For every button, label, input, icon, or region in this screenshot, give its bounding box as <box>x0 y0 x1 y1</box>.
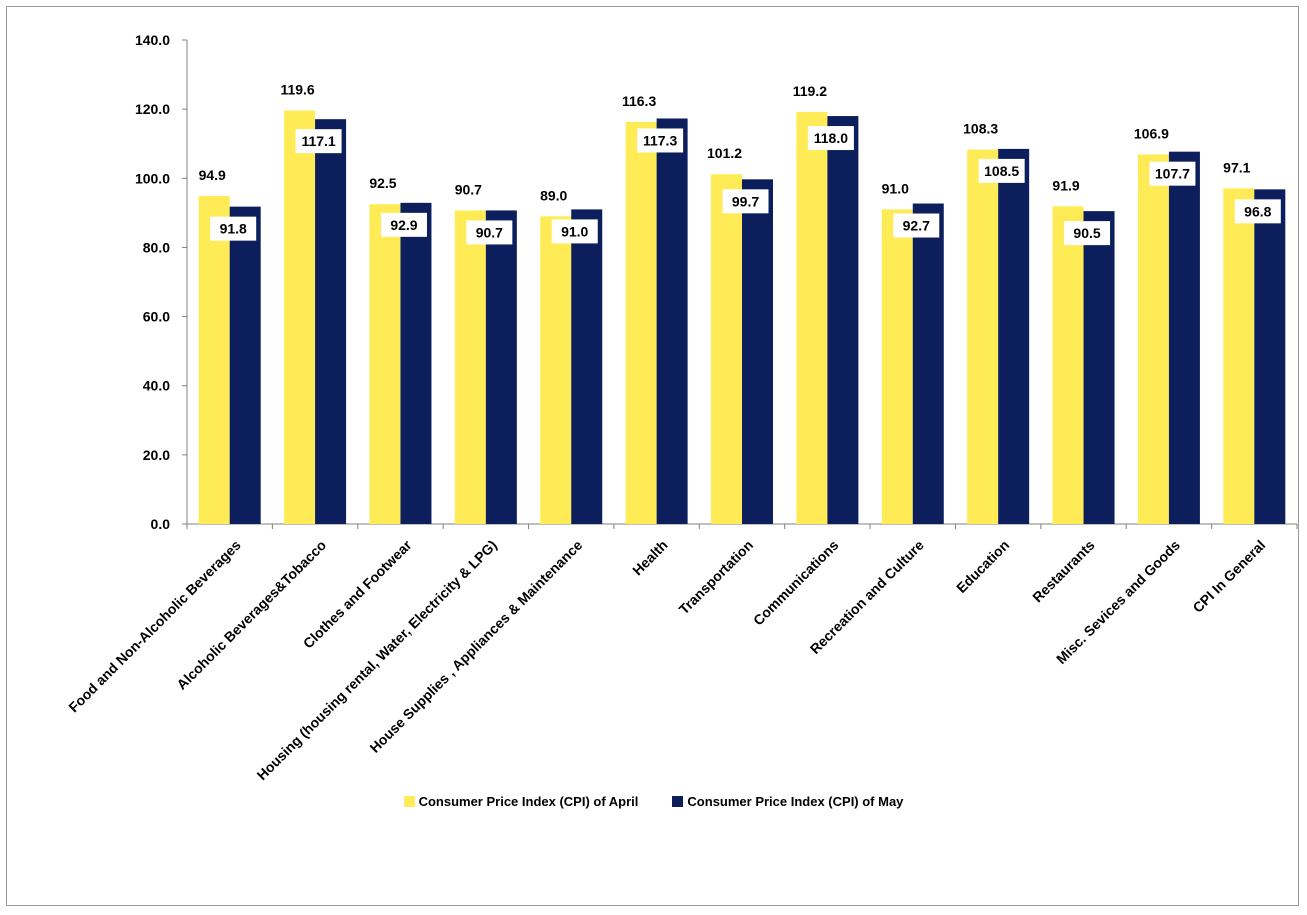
y-tick-label: 40.0 <box>143 378 170 394</box>
y-tick-label: 120.0 <box>135 101 170 117</box>
x-category-label: Transportation <box>676 537 757 618</box>
bar-may <box>485 210 517 525</box>
x-category-label: CPI In General <box>1189 537 1268 616</box>
bar-april <box>1052 206 1084 524</box>
data-label-may: 107.7 <box>1155 166 1190 182</box>
x-category-label: Communications <box>750 537 842 629</box>
bar-may <box>571 209 603 524</box>
data-label-box-may <box>380 212 427 237</box>
data-label-april: 94.9 <box>199 167 226 183</box>
data-label-april: 97.1 <box>1223 159 1250 175</box>
data-label-box-may <box>295 129 342 154</box>
data-label-may: 92.9 <box>390 217 417 233</box>
data-label-april: 106.9 <box>1134 125 1169 141</box>
data-label-may: 96.8 <box>1244 203 1271 219</box>
data-label-box-may <box>1149 161 1196 186</box>
data-label-may: 118.0 <box>814 130 848 146</box>
data-label-box-may <box>807 126 854 151</box>
data-label-may: 108.5 <box>984 163 1019 179</box>
x-category-label: Health <box>629 537 671 579</box>
bar-may <box>400 202 432 524</box>
bar-april <box>1223 188 1255 524</box>
bar-april <box>1137 154 1169 524</box>
data-label-april: 92.5 <box>369 175 396 191</box>
bar-may <box>1254 189 1286 524</box>
data-label-april: 90.7 <box>455 181 482 197</box>
x-category-label: Education <box>953 537 1012 596</box>
y-tick-label: 60.0 <box>143 309 170 325</box>
data-label-box-may <box>893 213 940 238</box>
bar-april <box>881 209 913 524</box>
legend: Consumer Price Index (CPI) of April Cons… <box>0 794 1307 809</box>
bar-april <box>369 204 401 524</box>
bar-may <box>315 119 347 524</box>
y-tick-label: 80.0 <box>143 239 170 255</box>
data-label-box-may <box>551 219 598 244</box>
data-label-april: 116.3 <box>622 93 656 109</box>
data-label-may: 99.7 <box>732 193 759 209</box>
data-label-box-may <box>722 189 769 214</box>
data-label-april: 119.2 <box>793 83 827 99</box>
data-label-april: 89.0 <box>540 187 567 203</box>
legend-label-may: Consumer Price Index (CPI) of May <box>687 794 904 809</box>
y-tick-label: 140.0 <box>135 32 170 48</box>
data-label-april: 101.2 <box>707 145 742 161</box>
legend-swatch-april <box>403 796 415 807</box>
data-label-april: 91.0 <box>882 180 909 196</box>
y-tick-label: 20.0 <box>143 447 170 463</box>
data-label-may: 90.5 <box>1073 225 1100 241</box>
data-label-box-may <box>210 216 257 241</box>
bar-april <box>540 216 572 525</box>
data-label-may: 117.1 <box>301 133 335 149</box>
data-label-box-may <box>466 220 513 245</box>
legend-item-april: Consumer Price Index (CPI) of April <box>403 794 639 809</box>
legend-swatch-may <box>672 796 684 807</box>
bar-may <box>998 148 1030 524</box>
x-category-label: Alcoholic Beverages&Tobacco <box>173 537 329 693</box>
data-label-april: 119.6 <box>280 82 314 98</box>
bar-may <box>656 118 688 524</box>
bar-april <box>796 111 828 524</box>
data-label-box-may <box>1064 221 1111 246</box>
y-tick-label: 100.0 <box>135 170 170 186</box>
data-label-may: 92.7 <box>903 218 930 234</box>
data-label-box-may <box>978 158 1025 183</box>
legend-item-may: Consumer Price Index (CPI) of May <box>672 794 903 809</box>
data-label-may: 91.8 <box>220 221 247 237</box>
x-category-label: Food and Non-Alcoholic Beverages <box>65 537 244 716</box>
data-label-may: 91.0 <box>561 223 588 239</box>
data-label-box-may <box>637 128 684 153</box>
bar-may <box>742 179 773 524</box>
y-tick-label: 0.0 <box>151 516 171 532</box>
legend-label-april: Consumer Price Index (CPI) of April <box>418 794 639 809</box>
bar-april <box>198 195 230 524</box>
data-label-box-may <box>1234 199 1281 224</box>
bar-may <box>1168 151 1200 524</box>
bar-may <box>827 116 859 525</box>
data-label-april: 91.9 <box>1052 177 1079 193</box>
bar-may <box>1083 211 1115 524</box>
bar-april <box>625 121 657 524</box>
bar-may <box>229 206 261 525</box>
bar-may <box>912 203 944 524</box>
bar-april <box>711 174 742 524</box>
bar-april <box>967 149 999 524</box>
data-label-may: 117.3 <box>643 132 677 148</box>
data-label-may: 90.7 <box>476 224 503 240</box>
bar-april <box>284 110 316 525</box>
data-label-april: 108.3 <box>963 121 998 137</box>
x-category-label: Restaurants <box>1029 537 1098 606</box>
bar-april <box>454 210 486 525</box>
